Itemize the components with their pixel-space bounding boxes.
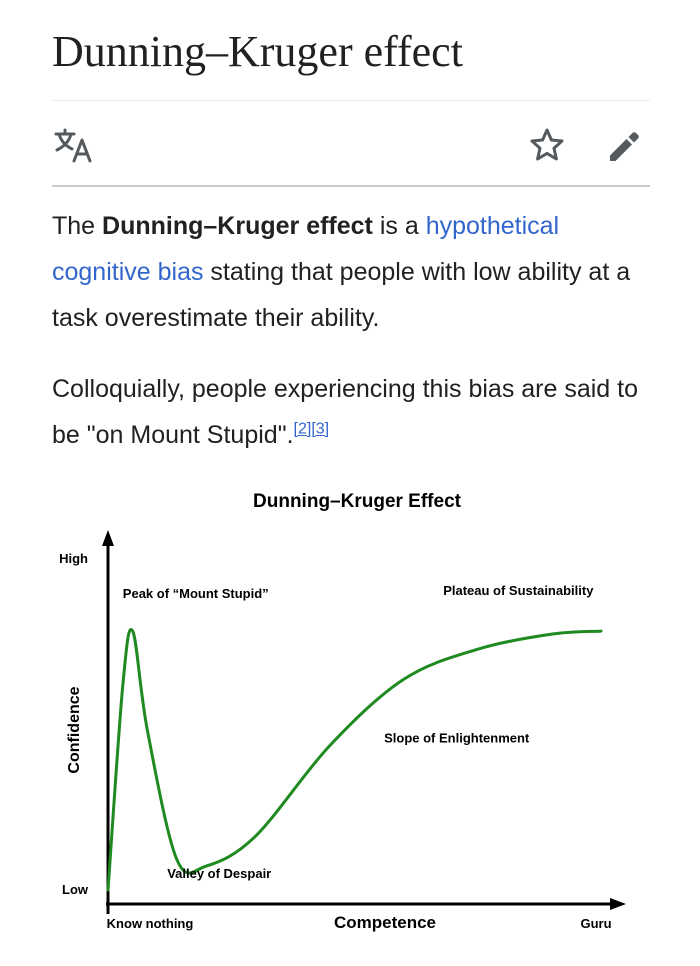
x-tick-label-guru: Guru bbox=[580, 916, 611, 931]
y-axis-label: Confidence bbox=[66, 686, 83, 773]
intro-paragraph: The Dunning–Kruger effect is a hypotheti… bbox=[52, 203, 652, 341]
citation-2[interactable]: [2] bbox=[293, 420, 312, 438]
y-tick-label-high: High bbox=[59, 551, 88, 566]
x-axis-arrow bbox=[610, 898, 626, 910]
text-span: The bbox=[52, 212, 103, 240]
chart-figure[interactable]: Dunning–Kruger Effect High Low Confidenc… bbox=[46, 472, 660, 942]
page-title: Dunning–Kruger effect bbox=[52, 27, 463, 76]
text-span: stating that people with low ability at … bbox=[52, 258, 631, 332]
title-divider bbox=[52, 100, 650, 101]
star-icon[interactable] bbox=[529, 127, 565, 163]
annotation-peak-mount-stupid: Peak of “Mount Stupid” bbox=[123, 586, 269, 601]
annotation-slope-of-enlightenment: Slope of Enlightenment bbox=[384, 731, 530, 746]
y-axis-arrow bbox=[102, 530, 114, 546]
edit-pencil-icon[interactable] bbox=[607, 128, 643, 164]
annotation-plateau-of-sustainability: Plateau of Sustainability bbox=[443, 583, 594, 598]
link-hypothetical[interactable]: hypothetical bbox=[425, 212, 560, 240]
citation-3[interactable]: [3] bbox=[311, 420, 330, 438]
text-span: Colloquially, people experiencing this b… bbox=[52, 375, 638, 449]
x-tick-label-know-nothing: Know nothing bbox=[107, 916, 194, 931]
text-span: is a bbox=[372, 212, 426, 240]
colloquial-paragraph: Colloquially, people experiencing this b… bbox=[52, 366, 652, 458]
y-tick-label-low: Low bbox=[62, 882, 89, 897]
x-axis-label: Competence bbox=[334, 913, 436, 932]
bold-term: Dunning–Kruger effect bbox=[102, 212, 373, 240]
dunning-kruger-chart: Dunning–Kruger Effect High Low Confidenc… bbox=[59, 491, 626, 932]
link-cognitive-bias[interactable]: cognitive bias bbox=[52, 258, 204, 286]
annotation-valley-of-despair: Valley of Despair bbox=[167, 866, 271, 881]
confidence-curve bbox=[106, 628, 603, 892]
chart-title: Dunning–Kruger Effect bbox=[253, 491, 462, 512]
toolbar-divider bbox=[52, 185, 650, 187]
translate-icon[interactable] bbox=[54, 128, 96, 164]
